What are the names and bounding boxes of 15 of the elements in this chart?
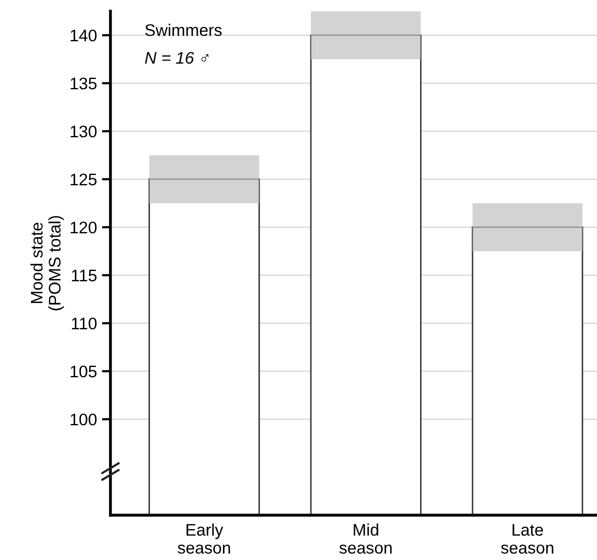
y-tick-label: 115 [72, 270, 97, 282]
y-tick-label: 100 [70, 414, 97, 426]
x-tick-label: Early season [178, 524, 230, 554]
y-tick-label: 140 [70, 30, 97, 42]
annotation: N = 16 ♂ [145, 52, 208, 64]
y-tick-label: 125 [70, 174, 97, 186]
y-tick-label: 120 [70, 222, 97, 234]
annotation: Swimmers [145, 24, 222, 36]
y-tick-label: 110 [72, 318, 97, 330]
x-tick-label: Late season [501, 524, 554, 554]
x-tick-label: Mid season [339, 524, 392, 554]
y-axis-title: Mood state (POMS total) [30, 216, 64, 310]
y-tick-label: 130 [70, 126, 97, 138]
y-tick-label: 135 [70, 78, 97, 90]
y-tick-label: 105 [70, 366, 97, 378]
